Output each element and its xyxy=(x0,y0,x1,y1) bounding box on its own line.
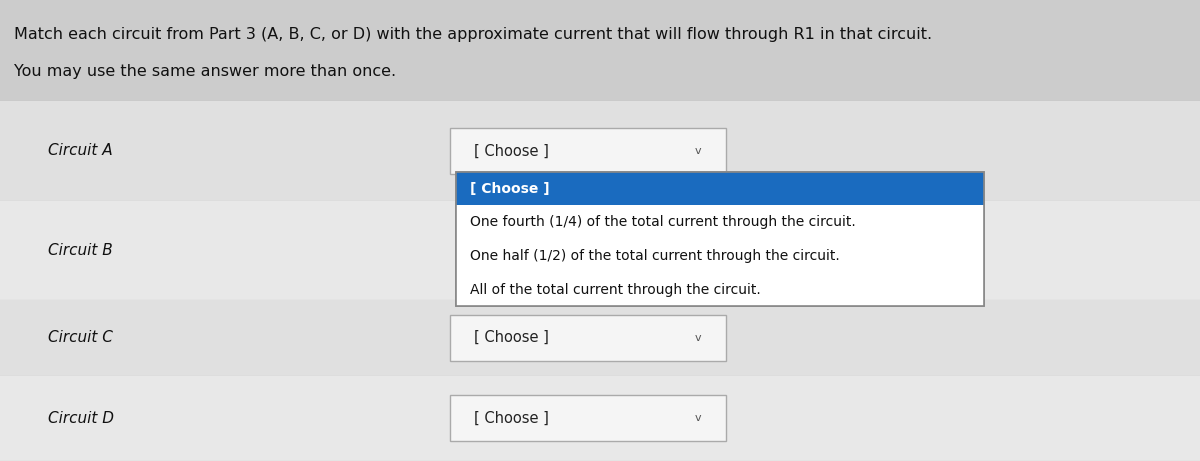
FancyBboxPatch shape xyxy=(450,315,726,361)
Text: One half (1/2) of the total current through the circuit.: One half (1/2) of the total current thro… xyxy=(470,249,840,263)
Text: Circuit A: Circuit A xyxy=(48,143,113,159)
FancyBboxPatch shape xyxy=(0,101,1200,201)
Text: Circuit B: Circuit B xyxy=(48,242,113,258)
Text: [ Choose ]: [ Choose ] xyxy=(474,330,548,345)
FancyBboxPatch shape xyxy=(456,273,984,307)
Text: All of the total current through the circuit.: All of the total current through the cir… xyxy=(470,283,761,296)
Text: One fourth (1/4) of the total current through the circuit.: One fourth (1/4) of the total current th… xyxy=(470,215,856,229)
FancyBboxPatch shape xyxy=(0,0,1200,101)
Text: Match each circuit from Part 3 (A, B, C, or D) with the approximate current that: Match each circuit from Part 3 (A, B, C,… xyxy=(14,27,932,42)
FancyBboxPatch shape xyxy=(0,376,1200,461)
Text: [ Choose ]: [ Choose ] xyxy=(474,411,548,426)
FancyBboxPatch shape xyxy=(450,128,726,174)
FancyBboxPatch shape xyxy=(0,300,1200,376)
Text: v: v xyxy=(695,146,702,156)
Text: [ Choose ]: [ Choose ] xyxy=(470,182,550,195)
Text: You may use the same answer more than once.: You may use the same answer more than on… xyxy=(14,64,396,79)
Text: Circuit D: Circuit D xyxy=(48,411,114,426)
Text: v: v xyxy=(695,333,702,343)
FancyBboxPatch shape xyxy=(0,201,1200,300)
FancyBboxPatch shape xyxy=(456,172,984,307)
Text: Circuit C: Circuit C xyxy=(48,330,113,345)
FancyBboxPatch shape xyxy=(456,172,984,206)
FancyBboxPatch shape xyxy=(450,396,726,442)
FancyBboxPatch shape xyxy=(456,206,984,239)
FancyBboxPatch shape xyxy=(456,239,984,273)
Text: [ Choose ]: [ Choose ] xyxy=(474,143,548,159)
Text: v: v xyxy=(695,414,702,423)
